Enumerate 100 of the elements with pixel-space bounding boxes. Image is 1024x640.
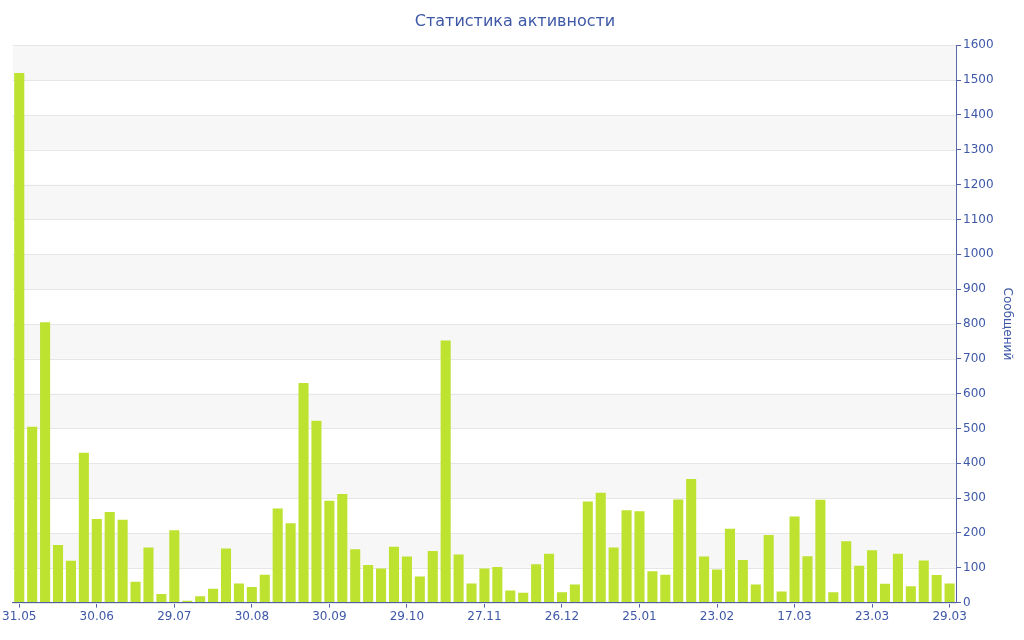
bar <box>763 535 774 603</box>
y-tick-label: 1400 <box>963 107 994 121</box>
y-tick-label: 1300 <box>963 141 994 156</box>
bar <box>337 493 348 603</box>
x-tick-label: 30.09 <box>312 608 347 623</box>
bar <box>802 556 813 603</box>
y-tick-label: 600 <box>963 385 986 400</box>
y-tick-label: 0 <box>963 594 971 609</box>
bar <box>117 519 128 603</box>
bar <box>595 492 606 603</box>
y-tick-label: 400 <box>963 455 986 470</box>
y-tick-label: 100 <box>963 559 986 574</box>
bar <box>556 592 567 603</box>
x-tick-label: 26.12 <box>544 608 580 623</box>
x-tick-label: 30.06 <box>79 608 114 623</box>
y-tick-label: 900 <box>963 281 986 296</box>
bar <box>414 576 425 603</box>
bar <box>246 586 257 603</box>
y-tick-label: 1600 <box>963 37 994 52</box>
bar <box>867 550 878 603</box>
y-tick-label: 200 <box>963 525 986 540</box>
x-tick-label: 30.08 <box>234 608 270 623</box>
y-tick-label: 1000 <box>963 246 994 261</box>
bar <box>220 548 232 603</box>
bar <box>531 564 542 603</box>
x-tick-label: 31.05 <box>2 608 37 623</box>
bar <box>208 588 219 603</box>
y-tick-label: 700 <box>963 350 986 365</box>
bar <box>104 512 115 603</box>
bar <box>363 564 374 603</box>
bar <box>608 547 619 603</box>
bar <box>91 518 102 603</box>
bar <box>259 574 270 603</box>
bar <box>737 560 748 603</box>
x-tick-label: 23.03 <box>854 608 890 623</box>
bar <box>324 500 335 603</box>
bar <box>815 499 826 603</box>
bar <box>905 586 916 603</box>
bar <box>776 591 787 603</box>
bar <box>272 508 283 603</box>
bar <box>582 501 593 603</box>
bar <box>724 528 735 603</box>
bar <box>285 523 296 603</box>
bar <box>621 510 632 603</box>
bar <box>440 340 451 603</box>
bar <box>427 551 438 603</box>
bar <box>854 565 865 603</box>
x-tick-label: 29.03 <box>932 608 967 623</box>
bar <box>569 584 580 603</box>
bar <box>686 478 697 603</box>
y-tick-label: 1100 <box>963 211 994 226</box>
bar <box>944 583 955 603</box>
x-tick-label: 23.02 <box>699 608 735 623</box>
bar <box>492 567 503 603</box>
bar <box>673 499 684 603</box>
bar <box>14 73 25 603</box>
bar <box>892 553 903 603</box>
y-tick-label: 1500 <box>963 72 994 87</box>
bar <box>78 452 89 603</box>
y-tick-label: 300 <box>963 490 986 505</box>
bar <box>311 420 322 603</box>
bar <box>233 583 244 603</box>
bar <box>40 322 51 603</box>
x-tick-label: 29.10 <box>389 608 425 623</box>
bar <box>52 545 64 603</box>
bar <box>879 583 891 603</box>
bar <box>388 546 400 603</box>
y-axis-title: Сообщений <box>1000 287 1015 361</box>
bar <box>350 549 361 603</box>
bar <box>931 575 942 603</box>
x-tick-label: 27.11 <box>467 608 502 623</box>
bar <box>647 571 658 603</box>
bar <box>479 568 490 603</box>
x-tick-label: 17.03 <box>777 608 812 623</box>
chart-title: Статистика активности <box>414 10 616 30</box>
y-tick-label: 800 <box>963 316 986 331</box>
bar <box>505 590 516 603</box>
bar <box>699 556 710 603</box>
bar <box>634 511 645 603</box>
bar <box>169 530 180 603</box>
x-tick-label: 29.07 <box>157 608 192 623</box>
bar <box>27 426 38 603</box>
y-tick-label: 500 <box>963 420 986 435</box>
bar <box>65 560 76 603</box>
bar <box>130 581 141 603</box>
bar <box>453 554 464 603</box>
y-tick-label: 1200 <box>963 176 994 191</box>
bar <box>466 583 477 603</box>
bar <box>298 383 309 603</box>
bar <box>518 592 529 603</box>
bar <box>660 574 671 603</box>
bar <box>711 569 723 603</box>
bar <box>918 560 929 603</box>
bar <box>143 547 154 603</box>
bar <box>544 553 555 603</box>
bar <box>376 568 387 603</box>
bar <box>401 556 412 603</box>
bar <box>828 592 839 603</box>
x-tick-label: 25.01 <box>622 608 657 623</box>
bar <box>195 596 206 603</box>
